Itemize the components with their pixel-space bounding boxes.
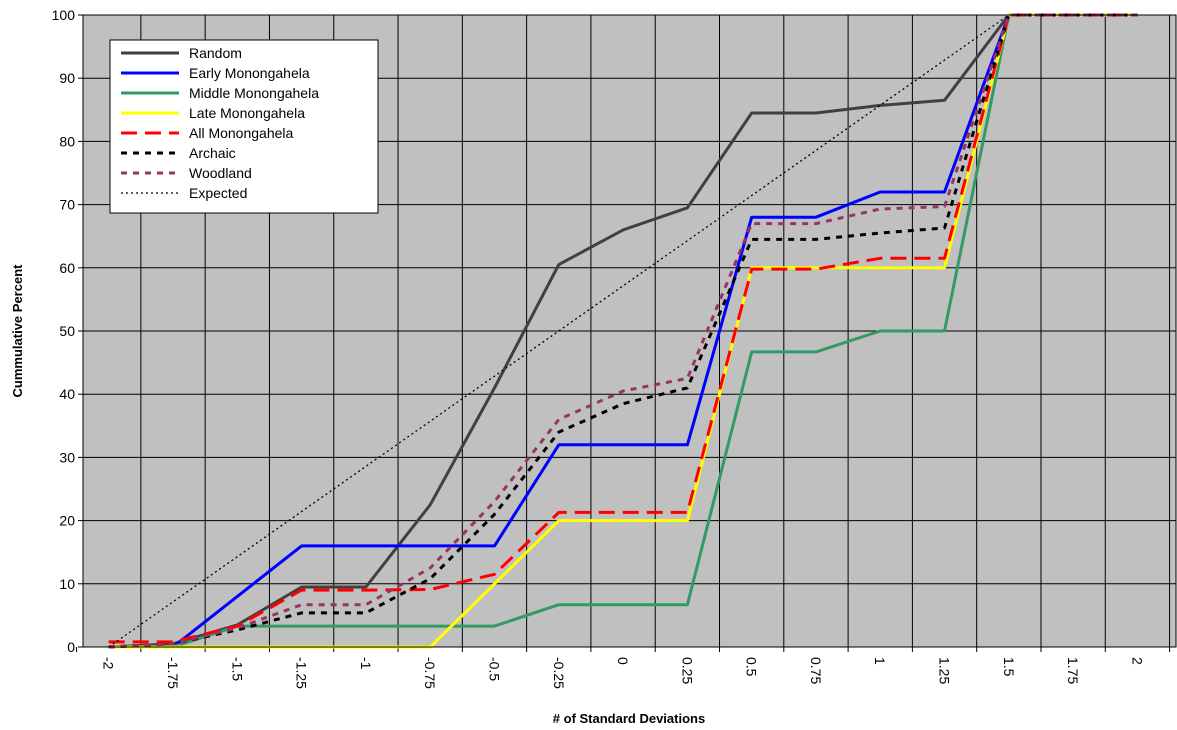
x-axis-title: # of Standard Deviations (553, 711, 705, 726)
x-tick-label: -0.5 (486, 657, 502, 681)
plot-border (82, 14, 1177, 648)
series-line-middle-monongahela (108, 13, 1138, 649)
x-tick-label: 0 (615, 657, 631, 665)
x-tick-label: 0.75 (808, 657, 824, 684)
legend-label-random: Random (189, 45, 242, 61)
series-line-archaic (108, 13, 1138, 649)
y-tick-label: 50 (59, 323, 75, 339)
x-tick-label: 1.25 (937, 657, 953, 684)
x-tick-label: 0.25 (679, 657, 695, 684)
legend-label-middle-monongahela: Middle Monongahela (189, 85, 319, 101)
y-tick-label: 40 (59, 386, 75, 402)
legend-label-archaic: Archaic (189, 145, 236, 161)
legend-label-woodland: Woodland (189, 165, 252, 181)
y-tick-label: 0 (67, 639, 75, 655)
series-line-all-monongahela (108, 13, 1138, 644)
y-tick-label: 10 (59, 576, 75, 592)
series-line-woodland (108, 13, 1138, 649)
x-tick-label: 2 (1129, 657, 1145, 665)
y-tick-label: 30 (59, 449, 75, 465)
legend-label-early-monongahela: Early Monongahela (189, 65, 310, 81)
x-tick-label: -1.75 (165, 657, 181, 689)
x-tick-label: 1.5 (1001, 657, 1017, 677)
x-tick-label: -2 (101, 657, 117, 670)
y-tick-label: 80 (59, 133, 75, 149)
y-tick-label: 100 (52, 7, 76, 23)
legend-label-expected: Expected (189, 185, 247, 201)
series-line-random (108, 13, 1138, 649)
x-tick-label: -0.25 (551, 657, 567, 689)
y-tick-label: 60 (59, 260, 75, 276)
y-tick-label: 20 (59, 513, 75, 529)
x-tick-label: 1 (872, 657, 888, 665)
y-axis-ticks: 0 10 20 30 40 50 60 70 80 90 100 (52, 7, 83, 655)
x-axis-ticks: -2 -1.75 -1.5 -1.25 -1 -0.75 -0.5 -0.25 0 0.25 0.5… (76, 647, 1171, 689)
y-axis-title: Cummulative Percent (10, 264, 25, 398)
legend-box (109, 39, 379, 214)
x-tick-label: -1.5 (229, 657, 245, 681)
x-tick-label: -1.25 (294, 657, 310, 689)
y-tick-label: 70 (59, 197, 75, 213)
x-tick-label: -0.75 (422, 657, 438, 689)
legend-label-late-monongahela: Late Monongahela (189, 105, 305, 121)
x-tick-label: 0.5 (744, 657, 760, 677)
series-line-early-monongahela (108, 13, 1138, 649)
legend: Random Early Monongahela Middle Monongahel… (109, 39, 379, 214)
y-tick-label: 90 (59, 70, 75, 86)
x-tick-label: -1 (358, 657, 374, 670)
legend-label-all-monongahela: All Monongahela (189, 125, 294, 141)
x-tick-label: 1.75 (1065, 657, 1081, 684)
